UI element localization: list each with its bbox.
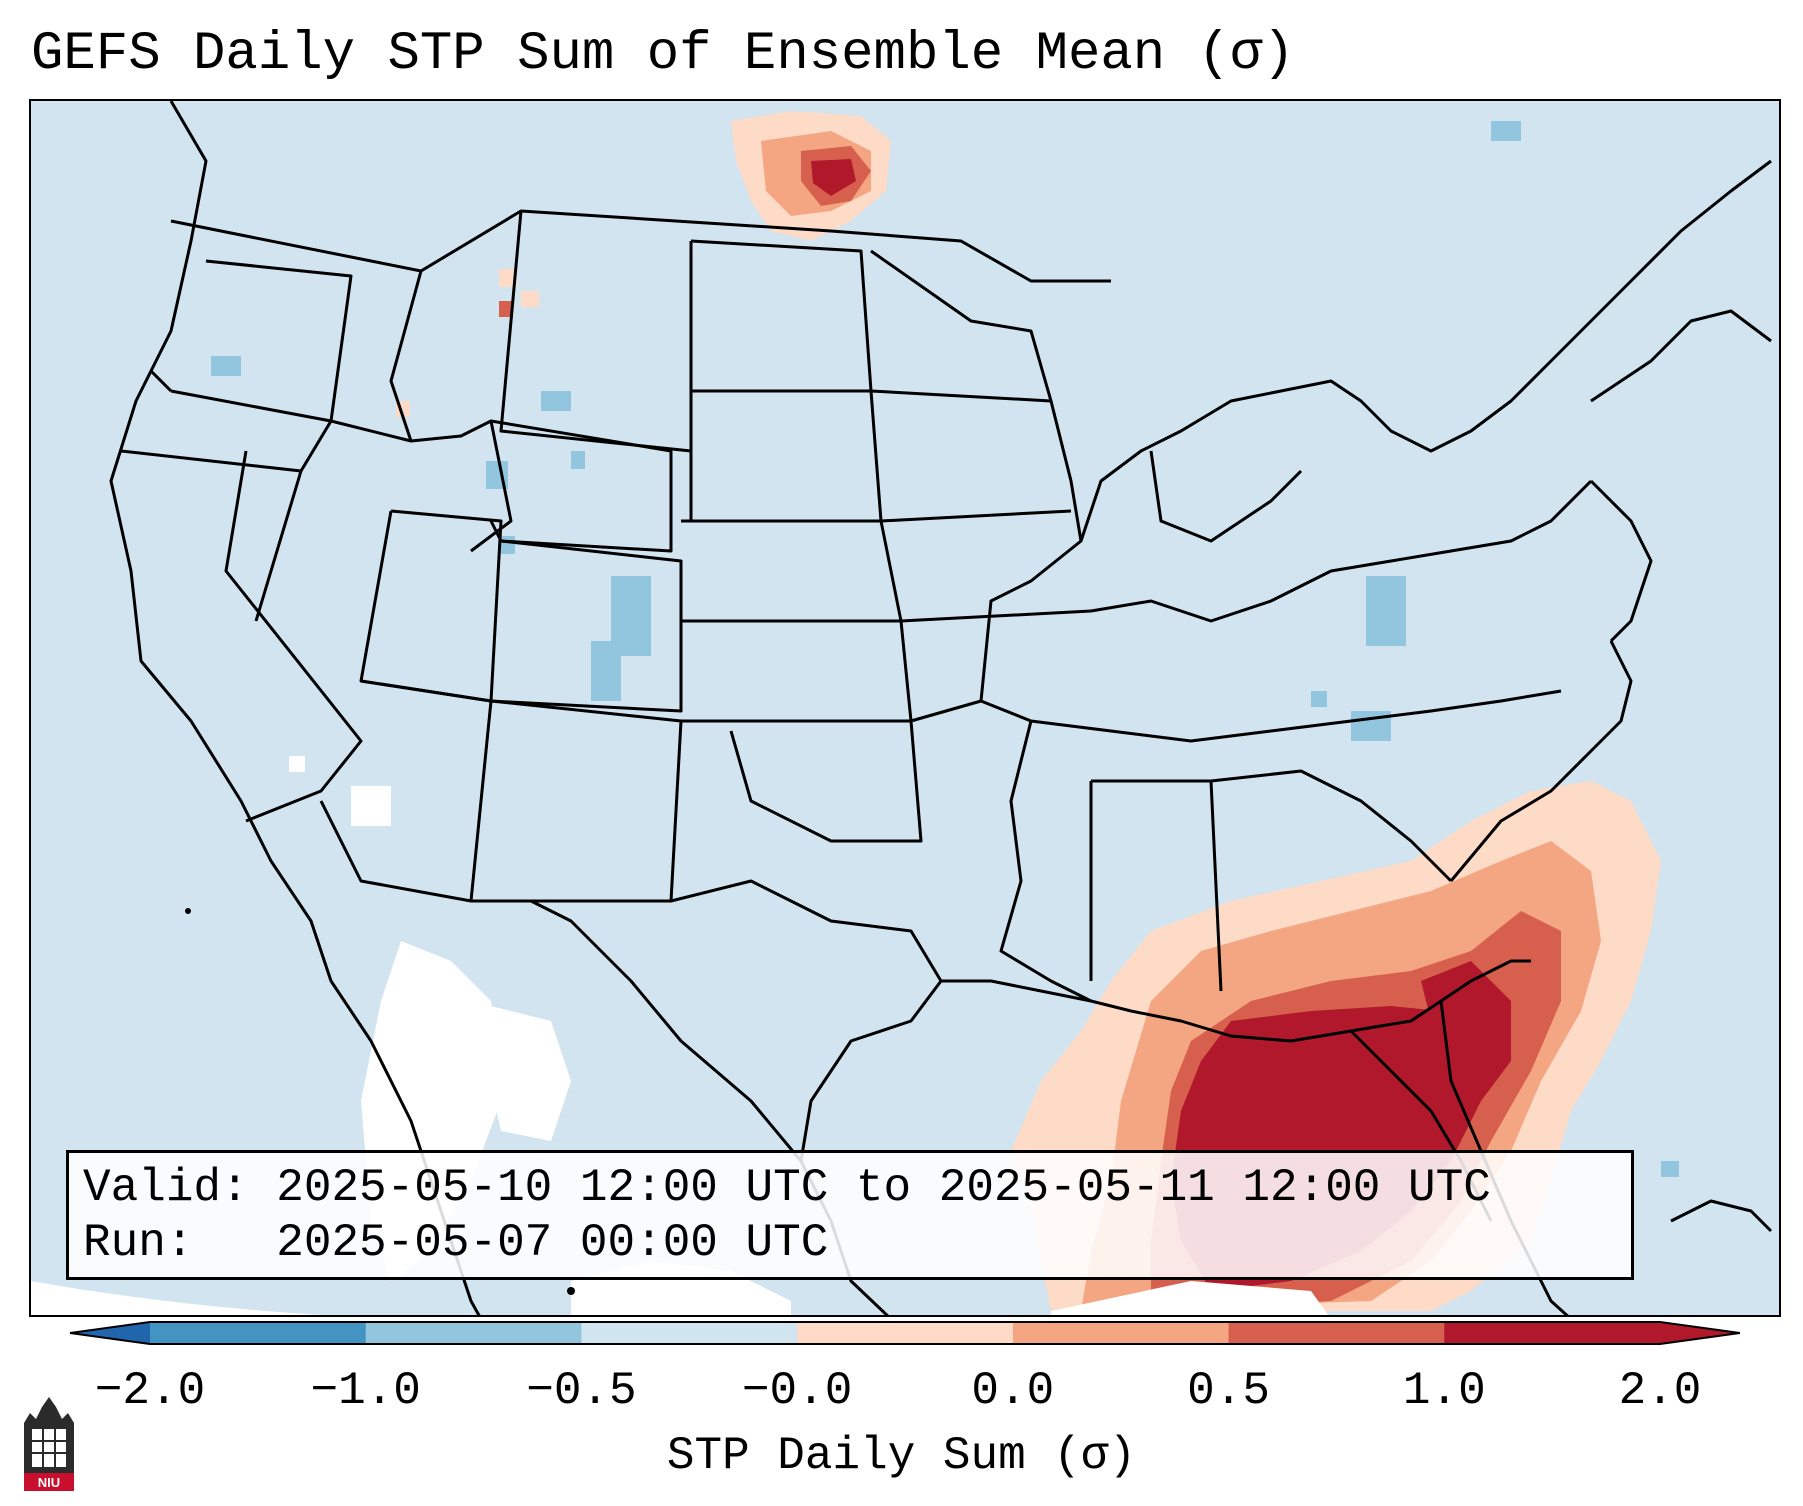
- colorbar-outline: [70, 1321, 1740, 1345]
- colorbar-segment: [1012, 1322, 1230, 1344]
- colorbar-segment: [1444, 1322, 1661, 1344]
- map-edge: [31, 1281, 323, 1315]
- colorbar-tick-label: 1.0: [1402, 1365, 1486, 1417]
- colorbar-tick-label: 0.0: [971, 1365, 1055, 1417]
- svg-text:NIU: NIU: [38, 1475, 60, 1490]
- colorbar-tick-label: −0.0: [741, 1365, 853, 1417]
- colorbar-segment: [365, 1322, 582, 1344]
- colorbar-tick-label: 2.0: [1618, 1365, 1702, 1417]
- colorbar-tick-label: −2.0: [94, 1365, 206, 1417]
- colorbar-tick-label: 0.5: [1187, 1365, 1270, 1417]
- map-svg: [31, 101, 1779, 1315]
- colorbar-tick-label: −0.5: [526, 1365, 637, 1417]
- colorbar-title: STP Daily Sum (σ): [666, 1430, 1137, 1482]
- colorbar-extend-high: [1660, 1322, 1740, 1344]
- run-line: Run: 2025-05-07 00:00 UTC: [83, 1217, 829, 1269]
- island-dots: [185, 908, 575, 1295]
- colorbar-segment: [150, 1322, 367, 1344]
- colorbar-tick-label: −1.0: [310, 1365, 421, 1417]
- stp-northplains-anomaly: [396, 111, 891, 417]
- valid-time-box: Valid: 2025-05-10 12:00 UTC to 2025-05-1…: [66, 1150, 1634, 1280]
- colorbar-segment: [1228, 1322, 1445, 1344]
- colorbar-segment: [581, 1322, 798, 1344]
- valid-line: Valid: 2025-05-10 12:00 UTC to 2025-05-1…: [83, 1162, 1491, 1214]
- map-panel: [29, 99, 1781, 1317]
- niu-logo: NIU: [24, 1397, 74, 1491]
- chart-title: GEFS Daily STP Sum of Ensemble Mean (σ): [31, 24, 1295, 85]
- colorbar-extend-low: [70, 1322, 150, 1344]
- colorbar-segment: [797, 1322, 1014, 1344]
- colorbar: [70, 1321, 1740, 1345]
